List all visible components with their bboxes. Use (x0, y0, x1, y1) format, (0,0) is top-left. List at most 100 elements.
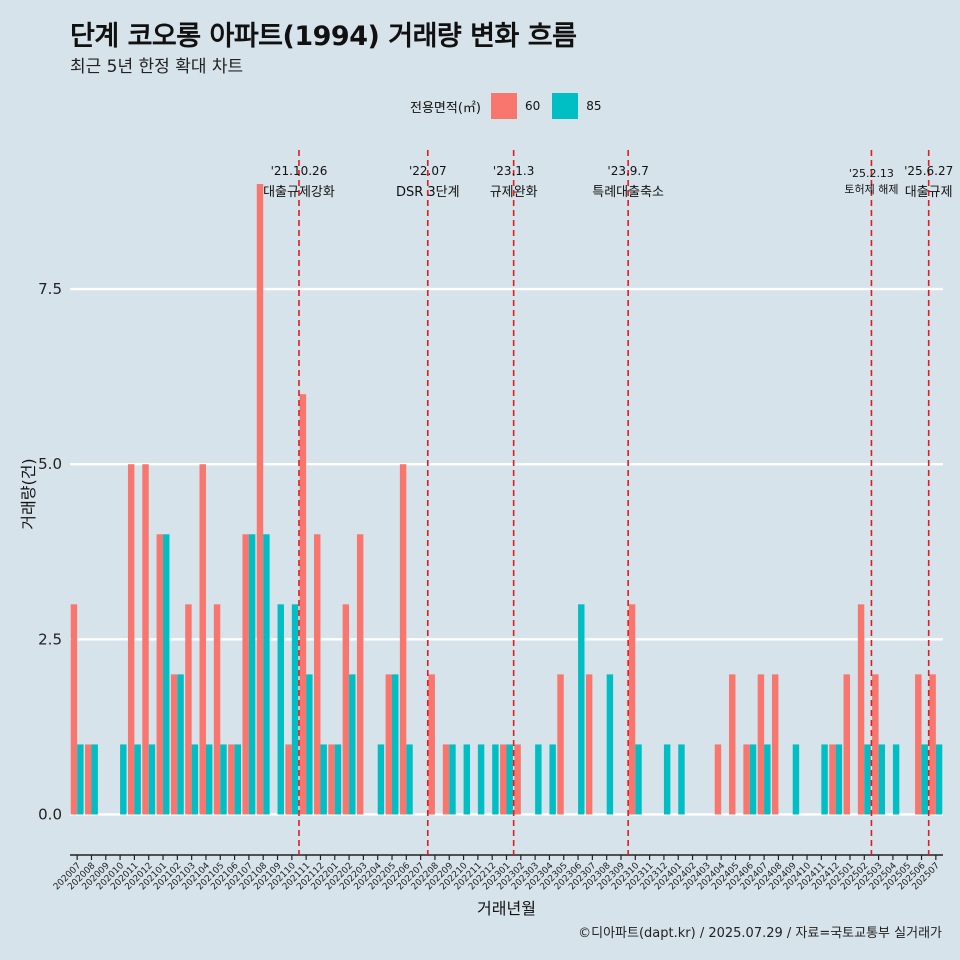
bar-60-202202 (342, 604, 350, 815)
bar-60-202106 (228, 744, 235, 815)
event-label: 특례대출축소 (592, 185, 664, 200)
bar-60-202108 (256, 184, 264, 815)
bar-85-202102 (177, 674, 184, 815)
event-date: '25.2.13 (849, 167, 894, 180)
bar-60-202209 (442, 744, 450, 815)
bar-85-202111 (306, 674, 313, 815)
chart-subtitle: 최근 5년 한정 확대 차트 (70, 57, 244, 77)
bar-85-202304 (549, 744, 556, 815)
bar-85-202105 (220, 744, 227, 815)
legend-label-85: 85 (586, 99, 602, 113)
bar-85-202312 (663, 744, 671, 815)
bar-85-202206 (406, 744, 413, 815)
event-date: '21.10.26 (271, 164, 328, 178)
bar-85-202210 (463, 744, 471, 815)
bar-85-202106 (234, 744, 242, 815)
bar-85-202401 (678, 744, 685, 815)
event-label: 토허제 해제 (844, 182, 898, 196)
y-tick-label: 7.5 (38, 280, 62, 298)
bar-85-202202 (349, 674, 356, 815)
bar-60-202208 (428, 674, 435, 815)
bar-60-202107 (242, 534, 249, 815)
bar-60-202405 (729, 674, 736, 815)
bar-85-202201 (334, 744, 342, 815)
bar-60-202503 (872, 674, 879, 815)
bar-60-202104 (199, 464, 206, 815)
chart-title: 단계 코오롱 아파트(1994) 거래량 변화 흐름 (70, 21, 577, 52)
bar-85-202107 (248, 534, 256, 815)
bar-60-202305 (557, 674, 564, 815)
bar-85-202406 (749, 744, 757, 815)
bar-60-202310 (628, 604, 636, 815)
bar-60-202203 (356, 534, 364, 815)
bar-60-202102 (170, 674, 178, 815)
bar-85-202303 (535, 744, 542, 815)
bar-85-202502 (864, 744, 871, 815)
bar-85-202411 (821, 744, 828, 815)
event-date: '25.6.27 (904, 164, 953, 178)
bar-85-202101 (163, 534, 170, 815)
bar-85-202306 (578, 604, 585, 815)
bar-85-202310 (635, 744, 642, 815)
y-tick-label: 2.5 (38, 630, 62, 648)
bar-85-202108 (263, 534, 270, 815)
bar-60-202301 (500, 744, 507, 815)
bar-60-202206 (399, 464, 407, 815)
bar-85-202212 (492, 744, 499, 815)
legend-label-60: 60 (524, 99, 541, 113)
bar-85-202205 (392, 674, 399, 815)
x-axis-title: 거래년월 (477, 899, 536, 918)
y-axis-title: 거래량(건) (19, 458, 38, 529)
bar-85-202011 (134, 744, 141, 815)
bar-85-202407 (764, 744, 771, 815)
bar-85-202209 (449, 744, 456, 815)
bar-60-202506 (915, 674, 922, 815)
bar-85-202112 (320, 744, 327, 815)
bar-85-202012 (148, 744, 156, 815)
bar-85-202412 (835, 744, 843, 815)
bar-60-202105 (213, 604, 221, 815)
bar-85-202301 (506, 744, 513, 815)
bar-60-202101 (156, 534, 164, 815)
bar-85-202506 (921, 744, 928, 815)
bar-85-202409 (792, 744, 800, 815)
bar-85-202503 (878, 744, 886, 815)
bar-85-202504 (892, 744, 900, 815)
y-tick-label: 5.0 (38, 455, 62, 473)
legend-item-85: 85 (552, 93, 602, 119)
bar-60-202008 (85, 744, 92, 815)
bar-85-202007 (77, 744, 84, 815)
bar-85-202103 (191, 744, 199, 815)
bar-85-202010 (120, 744, 127, 815)
bar-60-202406 (743, 744, 750, 815)
bar-60-202011 (127, 464, 135, 815)
bar-85-202211 (477, 744, 485, 815)
bar-85-202109 (277, 604, 284, 815)
event-label: 대출규제 (905, 185, 953, 200)
event-date: '23.9.7 (607, 164, 648, 178)
legend-title: 전용면적(㎡) (410, 100, 481, 116)
bar-85-202507 (935, 744, 943, 815)
legend-swatch-60 (490, 93, 517, 119)
bar-60-202110 (285, 744, 292, 815)
bar-60-202007 (70, 604, 78, 815)
bar-60-202501 (843, 674, 850, 815)
legend: 전용면적(㎡) 60 85 (410, 93, 614, 119)
y-tick-label: 0.0 (38, 805, 62, 823)
bar-60-202012 (142, 464, 149, 815)
bar-60-202201 (328, 744, 335, 815)
bar-60-202103 (185, 604, 192, 815)
bar-60-202307 (585, 674, 593, 815)
bar-60-202302 (514, 744, 521, 815)
bar-60-202205 (385, 674, 393, 815)
bar-60-202412 (829, 744, 836, 815)
bar-85-202110 (291, 604, 299, 815)
legend-item-60: 60 (490, 93, 541, 119)
bar-60-202408 (771, 674, 779, 815)
legend-swatch-85 (552, 93, 579, 119)
bar-85-202308 (606, 674, 614, 815)
bar-60-202111 (299, 394, 307, 815)
event-date: '22.07 (409, 164, 447, 178)
bar-85-202008 (91, 744, 98, 815)
